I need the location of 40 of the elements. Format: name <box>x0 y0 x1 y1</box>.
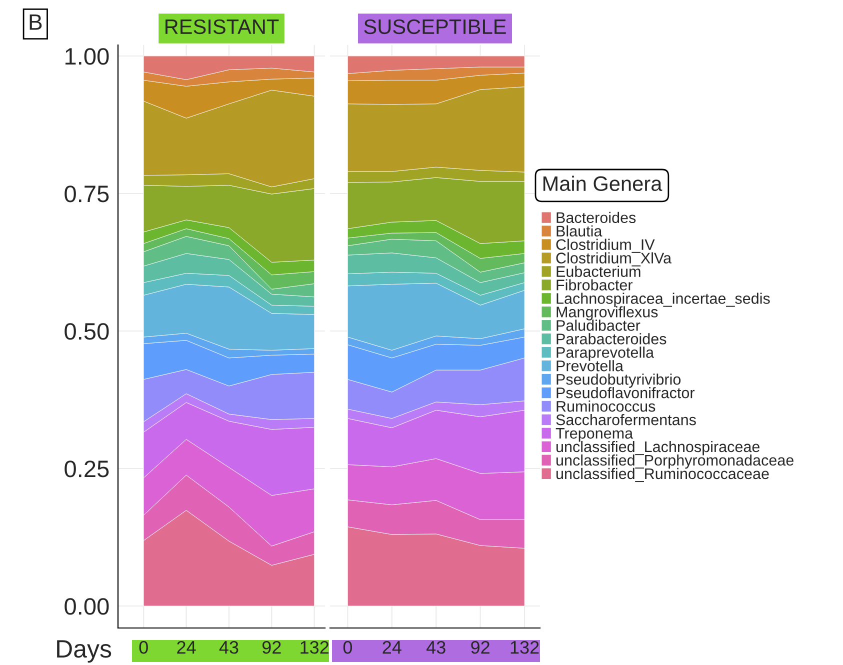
legend-label: Parabacteroides <box>556 333 666 344</box>
legend-label: Blautia <box>556 225 602 237</box>
legend-label: Treponema <box>556 428 634 442</box>
legend-label: Clostridium_IV <box>556 238 655 253</box>
text: B <box>30 14 42 30</box>
y-tick-label: 0.00 <box>64 598 109 615</box>
y-tick-label: 0.25 <box>64 460 109 478</box>
legend-label: Lachnospiracea_incertae_sedis <box>556 292 770 307</box>
legend-label: Eubacterium <box>556 266 640 277</box>
legend-label: Pseudobutyrivibrio <box>556 374 681 388</box>
x-tick-label: 92 <box>262 640 281 654</box>
legend-label: Clostridium_XlVa <box>556 252 672 266</box>
legend-title: Main Genera <box>543 176 662 192</box>
legend-label: Bacteroides <box>556 212 636 224</box>
legend-label: unclassified_Porphyromonadaceae <box>556 454 794 469</box>
chart-title: SUSCEPTIBLE <box>364 19 506 34</box>
y-tick-label: 0.50 <box>64 323 109 340</box>
x-tick-label: 92 <box>471 640 490 654</box>
legend-label: Pseudoflavonifractor <box>556 387 695 398</box>
x-tick-label: 24 <box>177 640 196 654</box>
legend-label: Saccharofermentans <box>556 414 696 426</box>
x-tick-label: 132 <box>300 640 328 654</box>
x-tick-label: 24 <box>382 640 402 654</box>
legend-label: Ruminococcus <box>556 400 656 412</box>
legend-label: Prevotella <box>556 360 624 372</box>
y-tick-label: 0.75 <box>64 186 109 202</box>
legend-label: Paraprevotella <box>556 346 654 361</box>
x-tick-label: 0 <box>139 640 148 654</box>
legend-label: unclassified_Lachnospiraceae <box>556 440 760 456</box>
x-tick-label: 43 <box>219 640 238 654</box>
x-axis-title: Days <box>57 640 112 663</box>
chart-title: RESISTANT <box>166 19 279 34</box>
x-tick-label: 0 <box>343 640 352 654</box>
x-tick-label: 132 <box>510 640 539 654</box>
x-tick-label: 43 <box>426 640 446 654</box>
legend-label: Fibrobacter <box>556 279 633 290</box>
legend-label: unclassified_Ruminococcaceae <box>556 468 769 482</box>
legend-label: Mangroviflexus <box>556 306 658 320</box>
y-tick-label: 1.00 <box>66 48 109 65</box>
legend-label: Paludibacter <box>556 320 640 331</box>
